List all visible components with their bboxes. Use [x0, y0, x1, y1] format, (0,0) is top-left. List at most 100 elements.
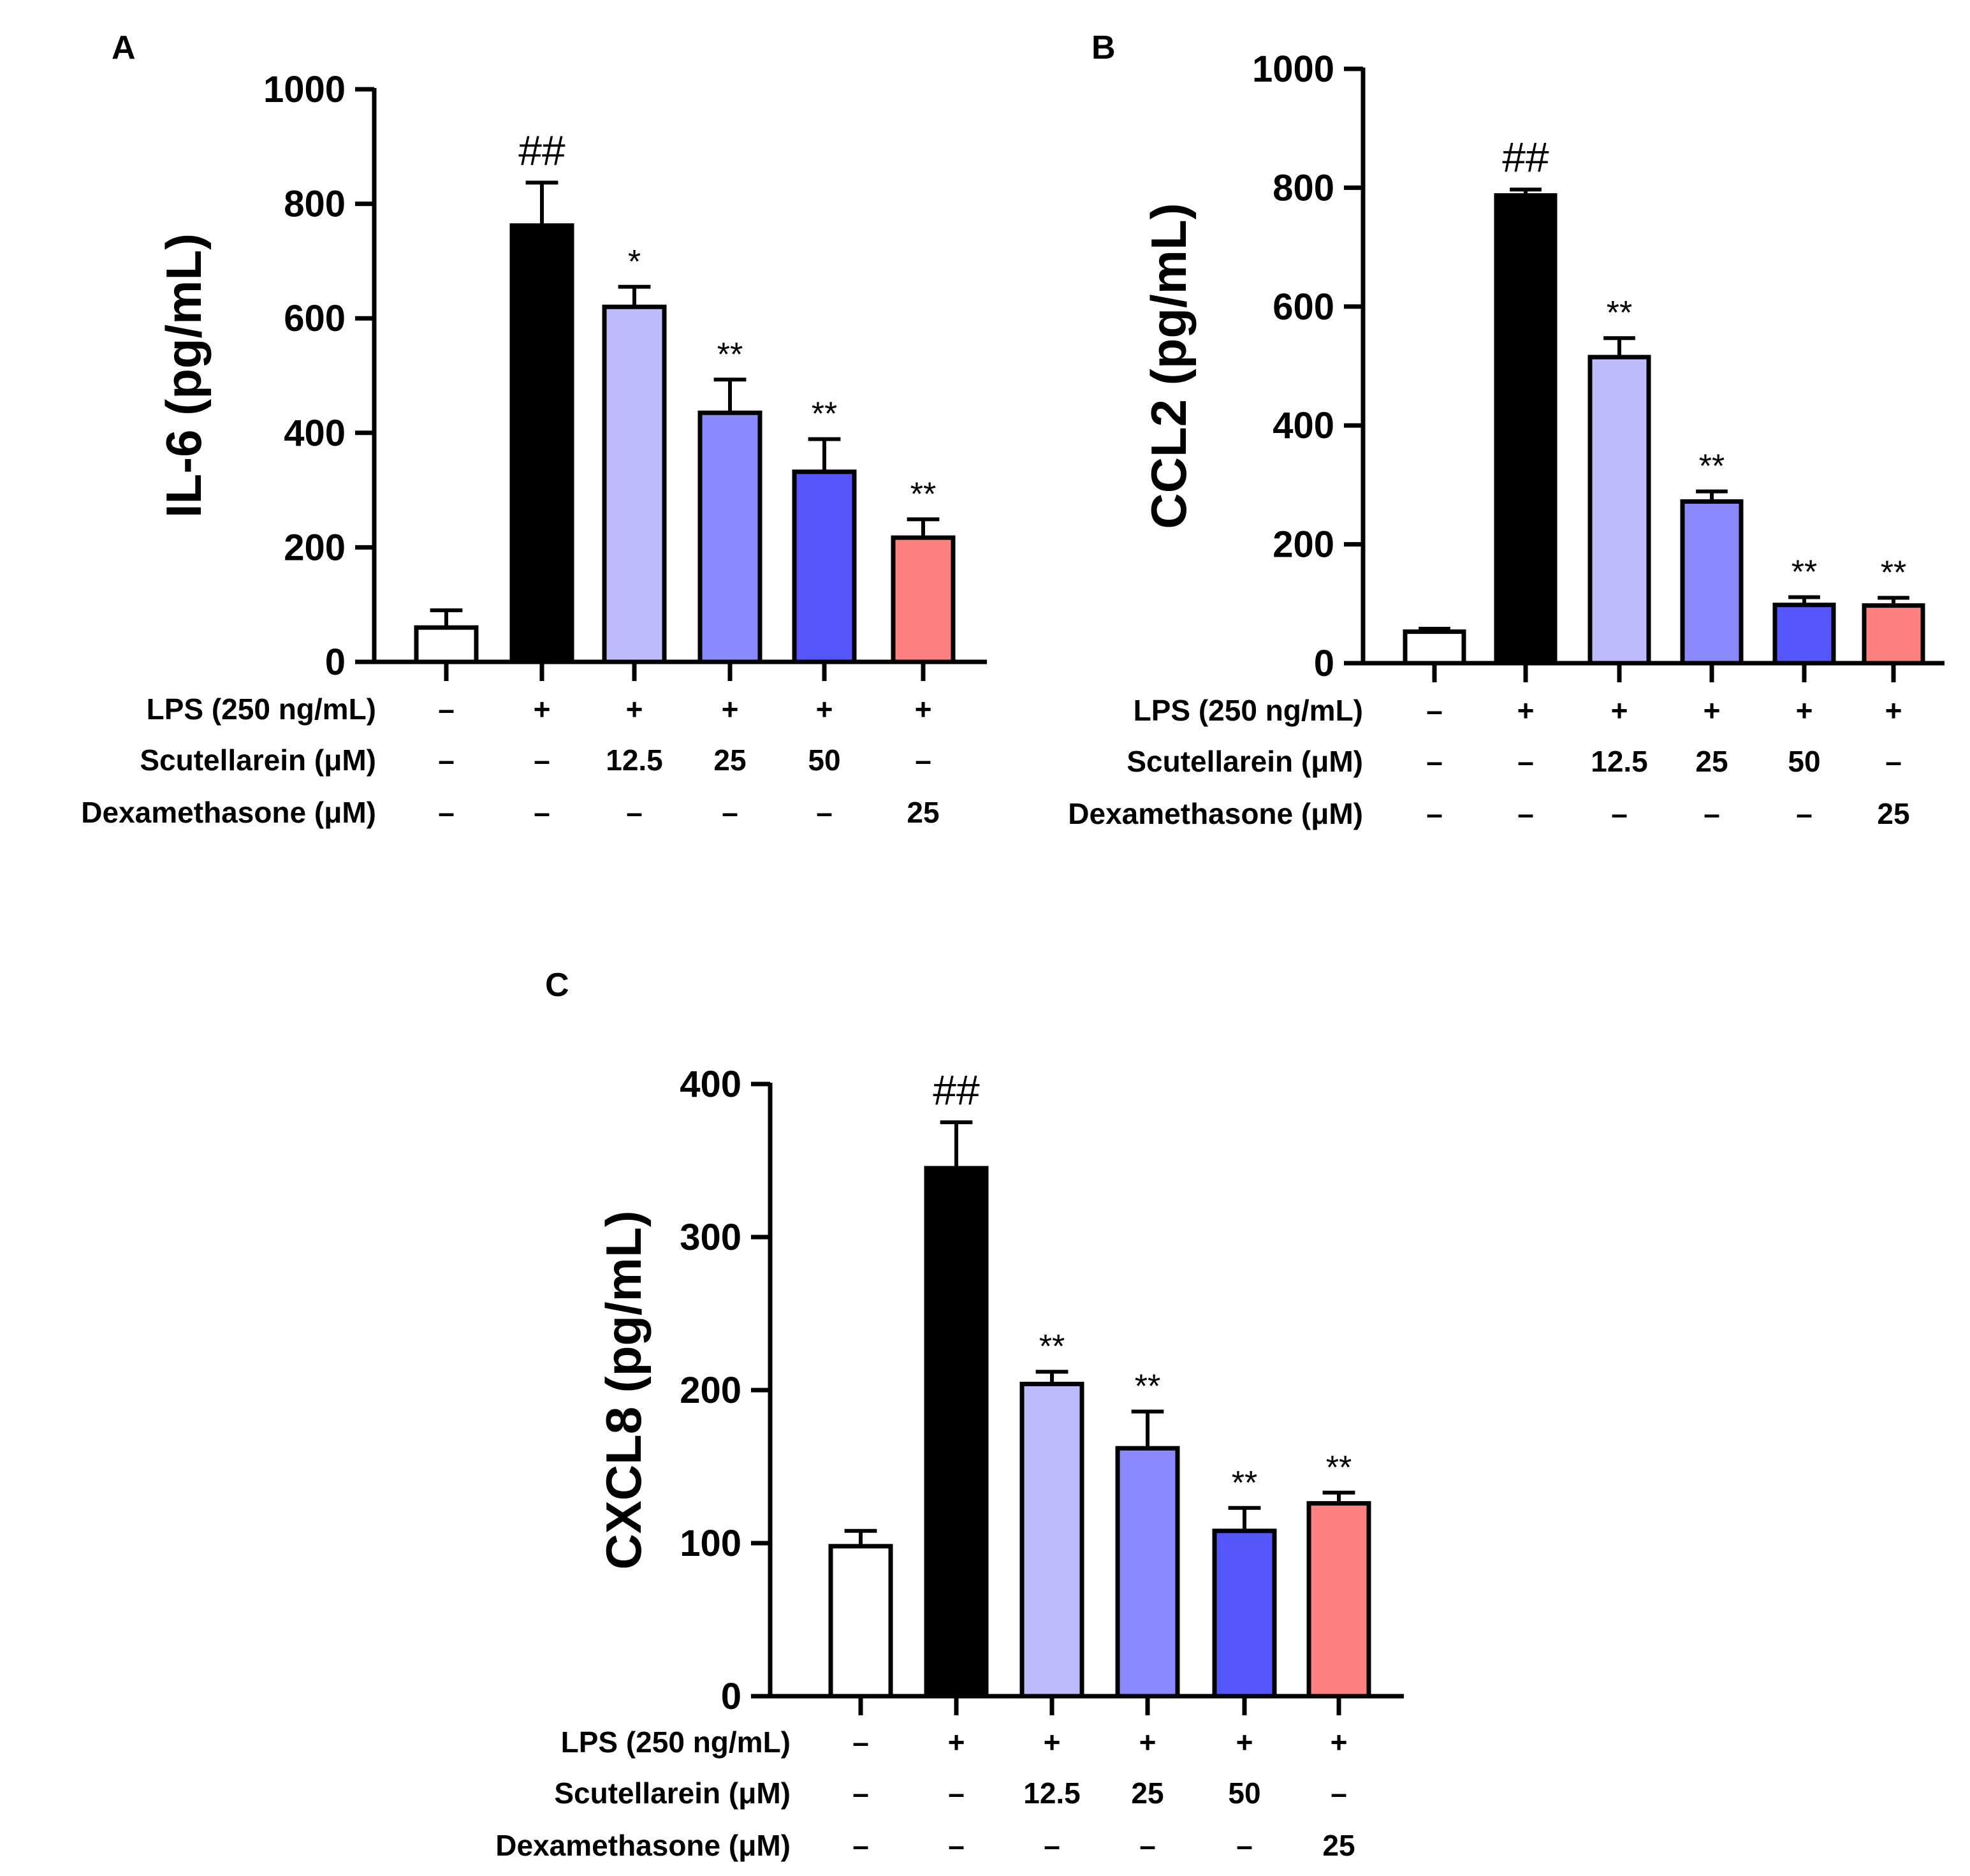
bar	[697, 410, 762, 664]
condition-cell: –	[915, 744, 931, 777]
y-tick-label: 200	[284, 527, 346, 568]
condition-cell: 25	[1695, 745, 1728, 778]
condition-cell: +	[1044, 1726, 1061, 1759]
condition-cell: –	[1517, 745, 1534, 778]
y-tick-label: 600	[284, 298, 346, 339]
significance-label: **	[1232, 1465, 1257, 1502]
condition-cell: –	[1331, 1777, 1347, 1810]
panel-letter: C	[545, 967, 569, 1004]
y-tick-label: 1000	[263, 69, 346, 110]
condition-cell: –	[438, 796, 455, 829]
condition-cell: +	[1885, 694, 1902, 727]
condition-cell: 50	[1228, 1777, 1260, 1810]
y-tick-label: 400	[680, 1064, 741, 1105]
condition-cell: –	[1426, 745, 1443, 778]
condition-cell: +	[1517, 694, 1535, 727]
y-tick-label: 600	[1273, 286, 1334, 328]
significance-label: **	[1326, 1449, 1352, 1486]
condition-cell: –	[852, 1777, 869, 1810]
y-axis-label: CCL2 (pg/mL)	[1141, 203, 1197, 529]
condition-cell: 12.5	[1023, 1777, 1081, 1810]
significance-label: ##	[933, 1066, 980, 1113]
bar	[1115, 1446, 1180, 1699]
y-axis-label: IL-6 (pg/mL)	[156, 233, 212, 518]
bar	[1019, 1381, 1084, 1699]
bar	[414, 625, 479, 664]
significance-label: **	[1699, 448, 1725, 485]
condition-cell: 25	[713, 744, 746, 777]
bar	[1306, 1501, 1371, 1699]
significance-label: **	[812, 396, 837, 433]
bar	[792, 469, 857, 664]
condition-cell: –	[816, 796, 833, 829]
condition-cell: +	[1796, 694, 1813, 727]
condition-cell: 25	[907, 796, 939, 829]
condition-cell: +	[1236, 1726, 1253, 1759]
condition-row-label: LPS (250 ng/mL)	[147, 693, 376, 726]
significance-label: ##	[518, 126, 565, 173]
condition-cell: 25	[1322, 1829, 1355, 1862]
significance-label: **	[910, 476, 936, 513]
condition-cell: –	[1426, 694, 1443, 727]
condition-row-label: Scutellarein (μM)	[140, 744, 376, 777]
condition-cell: 25	[1131, 1777, 1164, 1810]
condition-cell: –	[1044, 1829, 1060, 1862]
condition-cell: +	[948, 1726, 965, 1759]
condition-cell: –	[1704, 797, 1720, 830]
significance-label: **	[1881, 554, 1906, 591]
chart-panel-c: C CXCL8 (pg/mL) 0 100 200 300 400 ## ** ** ** ** LPS…	[495, 967, 1404, 1862]
bar	[602, 304, 667, 664]
y-tick-label: 1000	[1252, 48, 1334, 90]
bar	[1403, 629, 1466, 666]
bar	[891, 535, 956, 664]
condition-cell: 25	[1877, 797, 1909, 830]
condition-cell: –	[626, 796, 643, 829]
condition-cell: –	[534, 744, 550, 777]
condition-cell: +	[915, 693, 932, 726]
panel-letter: B	[1091, 29, 1116, 66]
condition-row-label: Dexamethasone (μM)	[81, 796, 376, 829]
panel-letter: A	[112, 29, 136, 66]
significance-label: **	[1791, 554, 1817, 591]
y-tick-label: 300	[680, 1217, 741, 1258]
bar	[924, 1166, 989, 1699]
y-tick-label: 0	[1314, 643, 1334, 684]
significance-label: **	[1135, 1368, 1160, 1405]
bar	[1587, 355, 1651, 666]
condition-cell: –	[722, 796, 738, 829]
significance-label: **	[1039, 1328, 1065, 1365]
y-tick-label: 200	[680, 1370, 741, 1411]
y-tick-label: 400	[284, 413, 346, 454]
y-tick-label: 0	[325, 641, 346, 683]
condition-cell: –	[438, 693, 455, 726]
condition-cell: 12.5	[1591, 745, 1648, 778]
bar	[509, 223, 574, 664]
bar	[1772, 603, 1836, 666]
condition-cell: +	[1139, 1726, 1156, 1759]
significance-label: **	[717, 336, 743, 373]
bar	[1680, 499, 1744, 666]
condition-cell: +	[1704, 694, 1721, 727]
y-tick-label: 100	[680, 1523, 741, 1564]
condition-cell: –	[1796, 797, 1813, 830]
condition-cell: –	[1517, 797, 1534, 830]
condition-row-label: LPS (250 ng/mL)	[1134, 694, 1363, 727]
significance-label: ##	[1502, 133, 1549, 180]
y-axis-label: CXCL8 (pg/mL)	[595, 1210, 652, 1569]
condition-cell: +	[1331, 1726, 1348, 1759]
condition-cell: –	[438, 744, 455, 777]
condition-cell: –	[534, 796, 550, 829]
y-tick-label: 400	[1273, 405, 1334, 446]
condition-row-label: Dexamethasone (μM)	[1068, 797, 1363, 830]
condition-row-label: LPS (250 ng/mL)	[561, 1726, 791, 1759]
condition-cell: +	[816, 693, 833, 726]
condition-cell: +	[534, 693, 551, 726]
significance-label: **	[1607, 295, 1632, 332]
condition-cell: –	[1139, 1829, 1156, 1862]
significance-label: *	[628, 244, 641, 281]
condition-cell: –	[852, 1829, 869, 1862]
bar	[1494, 193, 1558, 666]
condition-cell: –	[852, 1726, 869, 1759]
condition-cell: 12.5	[606, 744, 663, 777]
